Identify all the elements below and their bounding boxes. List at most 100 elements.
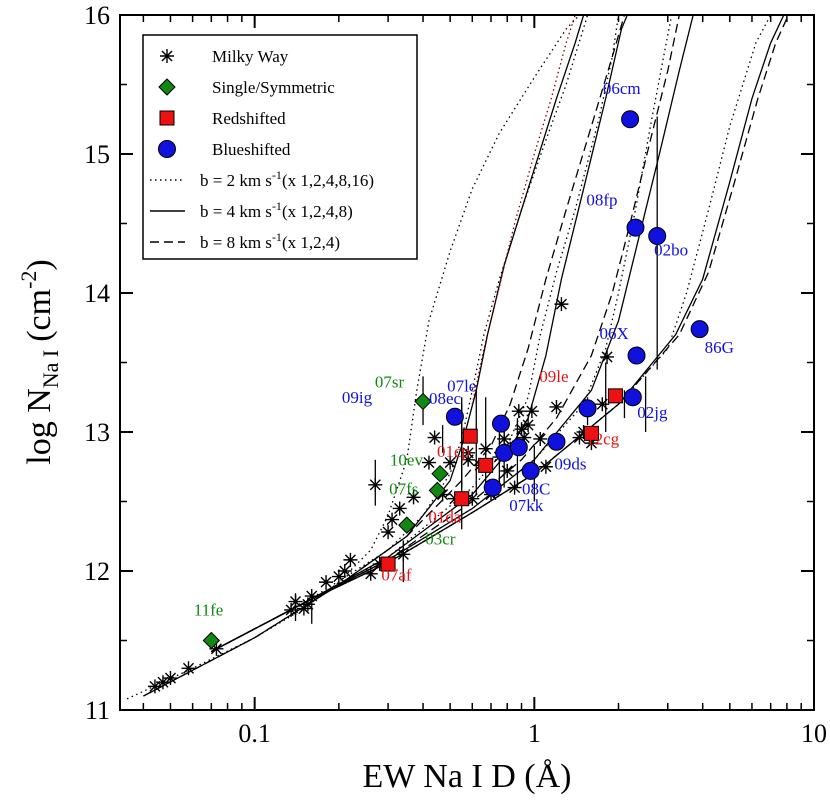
y-axis-title-unit: (cm (21, 289, 58, 342)
curve-dashed-2 (210, 15, 680, 653)
milky-way-point-1 (147, 679, 162, 694)
milky-way-point-46 (533, 431, 548, 446)
blueshifted-point-10 (626, 218, 645, 237)
single-symmetric-point-5 (398, 516, 416, 534)
blueshifted-point-2 (491, 414, 510, 433)
curve-dotted-4 (210, 15, 673, 653)
curve-dotted-5 (210, 15, 772, 653)
milky-way-point-41 (511, 404, 526, 419)
legend-item-1-label-main: Milky Way (212, 47, 289, 66)
single-symmetric-label-03cr: 03cr (425, 530, 456, 549)
milky-way-point-11 (319, 575, 334, 590)
milky-way-point-10 (304, 589, 319, 604)
legend-item-6-label-tail: (x 1,2,4,8) (282, 202, 353, 221)
y-axis-title-sup: -2 (16, 271, 41, 289)
blueshifted-point-3 (483, 478, 502, 497)
legend-item-1-marker (160, 49, 174, 63)
blueshifted-point-9 (621, 110, 640, 129)
milky-way-point-50 (554, 297, 569, 312)
y-axis-title-main: log N (21, 388, 58, 465)
legend-item-6-label-sup: -1 (272, 199, 282, 213)
milky-way-point-37 (500, 463, 515, 478)
legend-item-6-label-main: b = 4 km s (200, 202, 272, 221)
legend-item-5-label-main: b = 2 km s (200, 171, 272, 190)
redshifted-label-07af: 07af (381, 566, 412, 585)
curve-dotted-2 (210, 15, 589, 653)
redshifted-label-09le: 09le (539, 367, 568, 386)
legend-item-5-label-tail: (x 1,2,4,8,16) (282, 171, 374, 190)
x-tick-label-10: 10 (801, 719, 827, 748)
redshifted-point-5 (607, 388, 623, 404)
milky-way-point-19 (385, 512, 400, 527)
legend-item-3-label-main: Redshifted (212, 109, 286, 128)
milky-way-point-43 (517, 430, 532, 445)
y-axis-title-sub: Na I (38, 350, 63, 388)
blueshifted-point-5 (509, 438, 528, 457)
redshifted-label-01da: 01da (428, 507, 462, 526)
milky-way-point-36 (497, 431, 512, 446)
y-axis-title-close: ) (21, 259, 58, 270)
milky-way-point-25 (435, 487, 450, 502)
milky-way-point-23 (421, 455, 436, 470)
milky-way-point-45 (524, 404, 539, 419)
point-labels-layer: 11fe 07sr 10ev 07fs 03cr 07af 01da 01cp 09le 12cg… (194, 79, 734, 619)
single-symmetric-label-07sr: 07sr (375, 373, 405, 392)
milky-way-point-32 (478, 441, 493, 456)
y-tick-label-11: 11 (85, 696, 110, 725)
milky-way-point-20 (392, 501, 407, 516)
legend-item-2-marker (158, 78, 176, 96)
blueshifted-point-14 (690, 320, 709, 339)
milky-way-point-2 (155, 675, 170, 690)
legend-item-7-label-sup: -1 (272, 230, 282, 244)
redshifted-label-01cp: 01cp (437, 442, 470, 461)
single-symmetric-label-11fe: 11fe (194, 600, 224, 619)
milky-way-point-29 (461, 445, 476, 460)
milky-way-point-17 (372, 557, 387, 572)
milky-way-point-16 (368, 477, 383, 492)
single-symmetric-point-1 (202, 631, 221, 650)
milky-way-point-13 (337, 564, 352, 578)
blueshifted-point-12 (627, 346, 646, 365)
blueshifted-label-07le: 07le (447, 377, 476, 396)
milky-way-point-54 (595, 397, 610, 412)
milky-way-point-52 (576, 425, 591, 439)
blueshifted-label-86G: 86G (705, 338, 734, 357)
single-symmetric-label-07fs: 07fs (389, 480, 418, 499)
milky-way-point-39 (507, 480, 522, 495)
milky-way-point-53 (584, 436, 599, 451)
blueshifted-point-13 (623, 388, 642, 407)
y-tick-label-13: 13 (84, 418, 110, 447)
points-layer (147, 110, 709, 694)
legend-item-5-label: b = 2 km s-1(x 1,2,4,8,16) (200, 168, 374, 190)
y-tick-label-14: 14 (84, 279, 110, 308)
milky-way-point-47 (538, 459, 553, 474)
legend: Milky Way Single/Symmetric Redshifted Blues… (142, 34, 418, 260)
blueshifted-label-07kk: 07kk (509, 496, 544, 515)
legend-item-3-marker (159, 110, 175, 126)
redshifted-point-6 (583, 425, 599, 441)
y-tick-label-12: 12 (84, 557, 110, 586)
redshifted-point-4 (478, 457, 494, 473)
blueshifted-label-08C: 08C (522, 480, 550, 499)
milky-way-point-49 (549, 399, 564, 414)
redshifted-point-1 (380, 556, 396, 572)
blueshifted-label-06X: 06X (600, 324, 629, 343)
x-axis-title: EW Na I D (Å) (363, 758, 572, 795)
milky-way-point-7 (288, 594, 303, 609)
legend-item-6-label: b = 4 km s-1(x 1,2,4,8) (200, 199, 353, 221)
legend-item-2-label-main: Single/Symmetric (212, 78, 335, 97)
milky-way-point-44 (521, 418, 536, 433)
single-symmetric-label-10ev: 10ev (390, 450, 424, 469)
milky-way-point-9 (300, 597, 315, 612)
single-symmetric-point-3 (431, 464, 449, 483)
milky-way-point-26 (443, 455, 458, 470)
x-tick-label-0.1: 0.1 (238, 719, 271, 748)
blueshifted-label-06cm: 06cm (603, 79, 641, 98)
blueshifted-point-8 (578, 399, 597, 418)
curve-solid-3 (210, 15, 694, 653)
ticks-layer: 11 12 13 14 15 16 0.1 1 10 (84, 1, 827, 748)
blueshifted-point-1 (445, 407, 464, 426)
blueshifted-point-7 (547, 432, 566, 451)
milky-way-point-51 (572, 430, 587, 445)
